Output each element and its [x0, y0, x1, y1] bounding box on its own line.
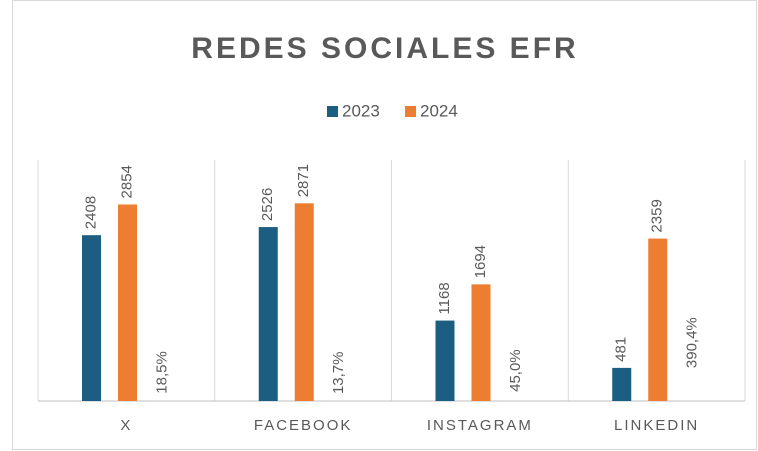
x-tick-label: INSTAGRAM	[427, 417, 533, 434]
value-label: 18,5%	[153, 351, 170, 394]
value-label: 2871	[295, 164, 312, 197]
value-label: 390,4%	[684, 317, 701, 368]
value-label: 1168	[436, 282, 453, 314]
x-tick-label: X	[120, 417, 132, 434]
value-label: 13,7%	[330, 352, 347, 395]
bar	[294, 203, 314, 401]
bar	[471, 284, 491, 401]
bar	[612, 367, 632, 401]
value-label: 2526	[259, 188, 276, 221]
value-label: 2854	[118, 165, 135, 198]
value-label: 1694	[472, 245, 489, 278]
value-label: 481	[613, 337, 630, 362]
value-label: 45,0%	[507, 349, 524, 392]
legend-swatch	[327, 106, 338, 117]
legend-label: 2023	[342, 101, 380, 120]
value-label: 2359	[649, 199, 666, 232]
bar	[258, 227, 278, 401]
value-label: 2408	[82, 196, 99, 229]
x-tick-label: LINKEDIN	[614, 417, 699, 434]
x-tick-label: FACEBOOK	[254, 417, 353, 434]
bar	[648, 238, 668, 401]
chart-title: REDES SOCIALES EFR	[191, 32, 578, 65]
bar	[435, 320, 455, 401]
legend-swatch	[405, 106, 416, 117]
legend-label: 2024	[420, 101, 458, 120]
bar	[82, 235, 101, 401]
bar	[118, 204, 137, 401]
